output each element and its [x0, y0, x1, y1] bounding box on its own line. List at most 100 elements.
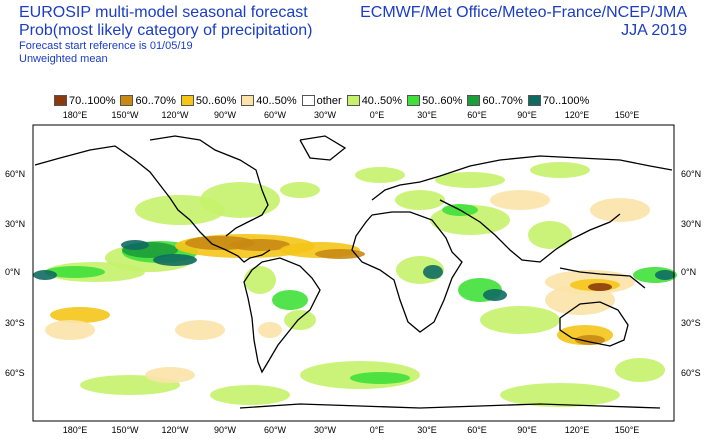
- probability-region: [590, 198, 650, 222]
- longitude-label: 90°W: [214, 110, 237, 120]
- map-subtitle: Prob(most likely category of precipitati…: [19, 22, 313, 39]
- coastline: [149, 135, 269, 237]
- probability-region: [490, 190, 550, 210]
- legend-label: 70..100%: [542, 94, 590, 107]
- coastline: [439, 199, 621, 263]
- legend-label: 50..60%: [422, 94, 463, 107]
- legend-item: other: [301, 94, 342, 107]
- probability-region: [615, 358, 665, 382]
- longitude-label: 60°W: [264, 425, 287, 435]
- legend: 70..100% 60..70% 50..60% 40..50% other 40..50…: [54, 94, 594, 107]
- coastlines: [34, 135, 673, 409]
- latitude-label: 60°N: [681, 169, 701, 179]
- latitude-label: 30°S: [5, 318, 25, 328]
- probability-region: [175, 320, 225, 340]
- legend-swatch: [301, 95, 315, 106]
- legend-item: 70..100%: [54, 95, 115, 107]
- legend-label: 60..70%: [135, 94, 176, 107]
- legend-swatch: [54, 95, 67, 106]
- map-title: EUROSIP multi-model seasonal forecast: [19, 4, 308, 21]
- longitude-label: 120°W: [161, 110, 189, 120]
- legend-swatch: [180, 95, 194, 106]
- probability-region: [258, 322, 282, 338]
- coastline: [559, 267, 646, 289]
- longitude-label: 90°E: [517, 425, 537, 435]
- longitude-label: 60°W: [264, 110, 287, 120]
- probability-region: [200, 182, 280, 218]
- probability-region: [395, 190, 445, 210]
- probability-region: [45, 266, 105, 278]
- latitude-label: 30°N: [5, 219, 25, 229]
- longitude-label: 0°E: [370, 425, 385, 435]
- legend-swatch: [467, 95, 481, 106]
- coastline: [351, 211, 463, 333]
- longitude-label: 30°W: [314, 110, 337, 120]
- probability-region: [145, 367, 195, 383]
- latitude-label: 0°N: [681, 267, 696, 277]
- longitude-label: 150°W: [111, 110, 139, 120]
- longitude-label: 30°E: [417, 110, 437, 120]
- producer-block: ECMWF/Met Office/Meteo-France/NCEP/JMA J…: [360, 4, 687, 40]
- probability-region: [33, 270, 57, 280]
- coastline: [239, 403, 661, 409]
- latitude-label: 0°N: [5, 267, 20, 277]
- longitude-label: 150°E: [615, 425, 640, 435]
- season-label: JJA 2019: [621, 22, 687, 39]
- legend-label: 50..60%: [195, 94, 237, 107]
- legend-item: 60..70%: [467, 94, 523, 107]
- probability-region: [50, 307, 110, 323]
- legend-swatch: [120, 95, 134, 106]
- coastline: [299, 135, 347, 161]
- probability-region: [500, 383, 620, 407]
- legend-item: 60..70%: [120, 94, 176, 107]
- legend-item: 50..60%: [407, 95, 462, 107]
- probability-region: [423, 265, 443, 279]
- latitude-label: 60°S: [681, 368, 701, 378]
- longitude-label: 60°E: [467, 425, 487, 435]
- probability-region: [350, 372, 410, 384]
- longitude-label: 120°E: [565, 425, 590, 435]
- legend-swatch: [407, 95, 421, 106]
- probability-region: [284, 310, 316, 330]
- latitude-label: 30°S: [681, 318, 701, 328]
- probability-region: [480, 306, 560, 334]
- probability-region: [153, 254, 197, 266]
- probability-region: [530, 162, 590, 178]
- latitude-label: 30°N: [681, 219, 701, 229]
- coastline: [559, 301, 629, 347]
- legend-label: other: [316, 94, 342, 107]
- legend-item: 40..50%: [241, 94, 297, 107]
- coastline: [371, 155, 673, 201]
- probability-region: [210, 385, 290, 405]
- legend-swatch: [527, 95, 541, 106]
- longitude-label: 180°E: [63, 110, 88, 120]
- longitude-label: 150°E: [615, 110, 640, 120]
- latitude-label: 60°N: [5, 169, 25, 179]
- longitude-label: 120°E: [565, 110, 590, 120]
- legend-item: 40..50%: [346, 94, 403, 107]
- coastline: [243, 257, 321, 374]
- legend-label: 40..50%: [361, 94, 403, 107]
- longitude-label: 150°W: [111, 425, 139, 435]
- probability-region: [355, 167, 405, 183]
- legend-label: 70..100%: [69, 94, 116, 107]
- probability-region: [121, 240, 149, 250]
- axis-labels: 180°E 180°E 150°W 150°W 120°W 120°W 90°W 90°W 60…: [5, 110, 701, 435]
- probability-region: [45, 320, 95, 340]
- longitude-label: 30°E: [417, 425, 437, 435]
- probability-region: [244, 266, 276, 294]
- longitude-label: 60°E: [467, 110, 487, 120]
- legend-label: 60..70%: [482, 94, 523, 107]
- probability-region: [588, 283, 612, 291]
- producers-label: ECMWF/Met Office/Meteo-France/NCEP/JMA: [360, 4, 687, 21]
- legend-swatch: [241, 95, 255, 106]
- probability-region: [655, 270, 675, 280]
- probability-region: [272, 290, 308, 310]
- longitude-label: 30°W: [314, 425, 337, 435]
- longitude-label: 180°E: [63, 425, 88, 435]
- longitude-label: 90°W: [214, 425, 237, 435]
- latitude-label: 60°S: [5, 368, 25, 378]
- legend-label: 40..50%: [256, 94, 297, 107]
- weighting-note: Unweighted mean: [19, 53, 108, 65]
